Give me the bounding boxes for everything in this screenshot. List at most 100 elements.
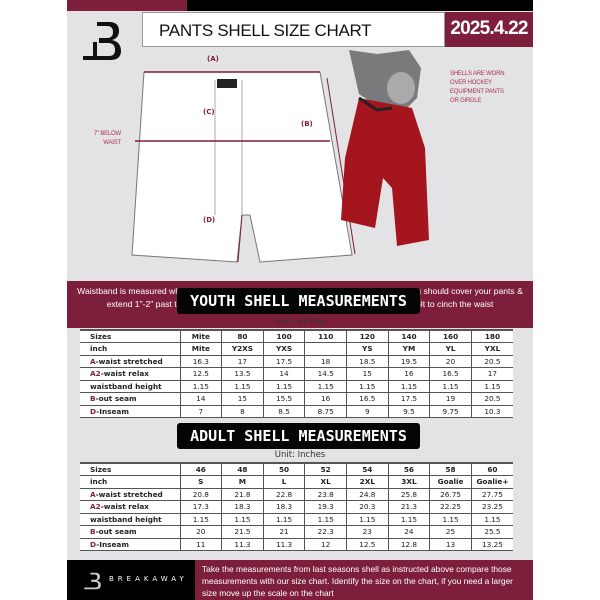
- adult-unit-label: Unit: Inches: [274, 450, 326, 460]
- table-cell: Mite: [179, 342, 222, 356]
- table-row: A-waist stretched 16.3 17 17.5 18 18.5 19.5 20 2…: [80, 355, 513, 368]
- table-cell: 8: [221, 405, 264, 418]
- table-cell: 1.15: [346, 380, 389, 393]
- row-label: waistband height: [80, 380, 180, 393]
- table-cell: 22.3: [304, 525, 347, 539]
- breakaway-logo-icon: [83, 22, 121, 60]
- table-cell: 21: [262, 525, 305, 539]
- table-cell: Goalie: [429, 475, 472, 489]
- table-row: inch S M L XL 2XL 3XL Goalie Goalie+: [80, 475, 513, 489]
- table-cell: YXL: [470, 342, 513, 356]
- table-cell: 23.8: [304, 488, 347, 501]
- table-cell: 16.5: [429, 367, 472, 381]
- table-cell: 8.75: [304, 405, 347, 418]
- table-row: A2-waist relax 12.5 13.5 14 14.5 15 16 16.5 17: [80, 367, 513, 381]
- row-label: D-Inseam: [80, 405, 180, 418]
- table-cell: 110: [304, 329, 347, 343]
- table-cell: 19.3: [304, 500, 347, 514]
- table-cell: 22.8: [262, 488, 305, 501]
- table-cell: 14.5: [304, 367, 347, 381]
- measure-name: -waist relax: [100, 369, 149, 379]
- table-cell: L: [262, 475, 305, 489]
- table-cell: 7: [179, 405, 222, 418]
- label-b: (B): [301, 120, 313, 128]
- table-cell: M: [221, 475, 264, 489]
- table-cell: XL: [304, 475, 347, 489]
- table-cell: 16.5: [346, 392, 389, 406]
- table-cell: 14: [262, 367, 305, 381]
- table-cell: 10.3: [470, 405, 513, 418]
- table-cell: YXS: [262, 342, 305, 356]
- table-cell: 26.75: [429, 488, 472, 501]
- adult-section-title: ADULT SHELL MEASUREMENTS: [177, 423, 420, 449]
- table-row: B-out seam 20 21.5 21 22.3 23 24 25 25.5: [80, 525, 513, 539]
- measure-name: -waist stretched: [95, 489, 163, 499]
- breakaway-logo-small-icon: [84, 572, 101, 590]
- table-cell: 1.15: [179, 380, 222, 393]
- row-label: B-out seam: [80, 525, 180, 539]
- table-cell: 1.15: [346, 513, 389, 526]
- table-row: inch Mite Y2XS YXS YS YM YL YXL: [80, 342, 513, 356]
- footer-brand: BREAKAWAY: [67, 560, 195, 600]
- measure-name: waistband height: [90, 514, 162, 524]
- table-cell: 17.5: [262, 355, 305, 368]
- measure-code: A2: [90, 369, 101, 379]
- table-cell: 20.3: [346, 500, 389, 514]
- table-cell: 18.3: [221, 500, 264, 514]
- table-cell: 24.8: [346, 488, 389, 501]
- table-cell: 11.3: [262, 538, 305, 551]
- table-cell: 2XL: [346, 475, 389, 489]
- table-cell: 3XL: [387, 475, 430, 489]
- row-label: A2-waist relax: [80, 367, 180, 381]
- table-cell: 52: [304, 462, 347, 476]
- table-cell: 16: [304, 392, 347, 406]
- date-badge: 2025.4.22: [445, 12, 533, 47]
- table-cell: 25: [429, 525, 472, 539]
- table-cell: 1.15: [470, 513, 513, 526]
- below-waist-note: 7" BELOW WAIST: [93, 131, 121, 146]
- measure-name: -waist relax: [100, 502, 149, 512]
- row-label: inch: [80, 342, 180, 356]
- table-cell: Y2XS: [221, 342, 264, 356]
- table-cell: 1.15: [179, 513, 222, 526]
- table-cell: 12.5: [346, 538, 389, 551]
- table-cell: Goalie+: [470, 475, 513, 489]
- table-cell: YS: [346, 342, 389, 356]
- table-cell: YL: [429, 342, 472, 356]
- table-row: D-Inseam 11 11.3 11.3 12 12.5 12.8 13 13.25: [80, 538, 513, 551]
- table-cell: Mite: [179, 329, 222, 343]
- table-cell: 18: [304, 355, 347, 368]
- table-cell: 20.8: [179, 488, 222, 501]
- table-cell: 20.5: [470, 355, 513, 368]
- table-cell: 27.75: [470, 488, 513, 501]
- measure-name: -out seam: [95, 394, 137, 404]
- table-cell: 20.5: [470, 392, 513, 406]
- table-cell: 13: [429, 538, 472, 551]
- shorts-diagram: [131, 71, 356, 263]
- size-chart-sheet: PANTS SHELL SIZE CHART 2025.4.22 (A) (C)…: [67, 0, 533, 600]
- table-cell: 20: [429, 355, 472, 368]
- table-cell: 25.5: [470, 525, 513, 539]
- table-cell: 140: [387, 329, 430, 343]
- table-cell: S: [179, 475, 222, 489]
- measure-name: Sizes: [90, 332, 112, 341]
- worn-over-note: SHELLS ARE WORN OVER HOCKEY EQUIPMENT PA…: [450, 71, 505, 104]
- table-cell: 19.5: [387, 355, 430, 368]
- table-cell: 12.8: [387, 538, 430, 551]
- table-cell: 12: [304, 538, 347, 551]
- measure-name: waistband height: [90, 381, 162, 391]
- table-cell: 100: [262, 329, 305, 343]
- brand-name: BREAKAWAY: [109, 575, 188, 583]
- top-bar-accent: [67, 0, 187, 11]
- table-cell: 48: [221, 462, 264, 476]
- table-row: waistband height 1.15 1.15 1.15 1.15 1.15 1.15…: [80, 380, 513, 393]
- row-label: inch: [80, 475, 180, 489]
- table-cell: 120: [346, 329, 389, 343]
- table-cell: 1.15: [221, 513, 264, 526]
- table-cell: 22.25: [429, 500, 472, 514]
- table-cell: 17.3: [179, 500, 222, 514]
- table-cell: 60: [470, 462, 513, 476]
- table-row: Sizes Mite 80 100 110 120 140 160 180: [80, 329, 513, 343]
- row-label: B-out seam: [80, 392, 180, 406]
- table-row: A2-waist relax 17.3 18.3 18.3 19.3 20.3 21.3 22…: [80, 500, 513, 514]
